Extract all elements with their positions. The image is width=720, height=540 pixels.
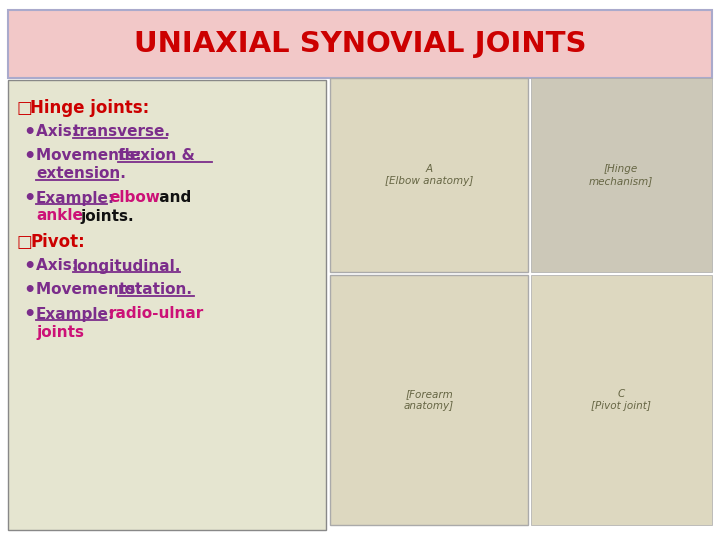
Text: Movements:: Movements: xyxy=(36,148,147,164)
Bar xyxy=(531,275,712,525)
Text: Axis:: Axis: xyxy=(36,125,84,139)
Text: flexion &: flexion & xyxy=(118,148,195,164)
Text: rotation.: rotation. xyxy=(118,282,193,298)
Text: A
[Elbow anatomy]: A [Elbow anatomy] xyxy=(385,164,473,186)
Bar xyxy=(330,78,528,272)
Bar xyxy=(330,275,528,525)
Text: •: • xyxy=(23,188,35,207)
Text: Pivot:: Pivot: xyxy=(30,233,85,251)
Text: □: □ xyxy=(16,99,32,117)
Text: Example:: Example: xyxy=(36,307,115,321)
Text: joints: joints xyxy=(36,325,84,340)
Text: elbow: elbow xyxy=(109,191,160,206)
Text: longitudinal.: longitudinal. xyxy=(73,259,181,273)
Bar xyxy=(8,10,712,78)
Text: ankle: ankle xyxy=(36,208,83,224)
Text: □: □ xyxy=(16,233,32,251)
Text: Hinge joints:: Hinge joints: xyxy=(30,99,149,117)
Text: radio-ulnar: radio-ulnar xyxy=(109,307,204,321)
Bar xyxy=(531,78,712,272)
Text: •: • xyxy=(23,256,35,275)
Text: Example:: Example: xyxy=(36,191,115,206)
Text: UNIAXIAL SYNOVIAL JOINTS: UNIAXIAL SYNOVIAL JOINTS xyxy=(134,30,586,58)
Bar xyxy=(8,80,326,530)
Text: [Hinge
mechanism]: [Hinge mechanism] xyxy=(589,164,653,186)
Text: •: • xyxy=(23,305,35,323)
Text: •: • xyxy=(23,280,35,300)
Text: •: • xyxy=(23,146,35,165)
Text: C
[Pivot joint]: C [Pivot joint] xyxy=(591,389,651,411)
Text: •: • xyxy=(23,123,35,141)
Text: transverse.: transverse. xyxy=(73,125,171,139)
Text: Axis:: Axis: xyxy=(36,259,84,273)
Text: Movements:: Movements: xyxy=(36,282,147,298)
Text: joints.: joints. xyxy=(80,208,134,224)
Text: and: and xyxy=(154,191,192,206)
Text: [Forearm
anatomy]: [Forearm anatomy] xyxy=(404,389,454,411)
Text: extension.: extension. xyxy=(36,166,126,181)
